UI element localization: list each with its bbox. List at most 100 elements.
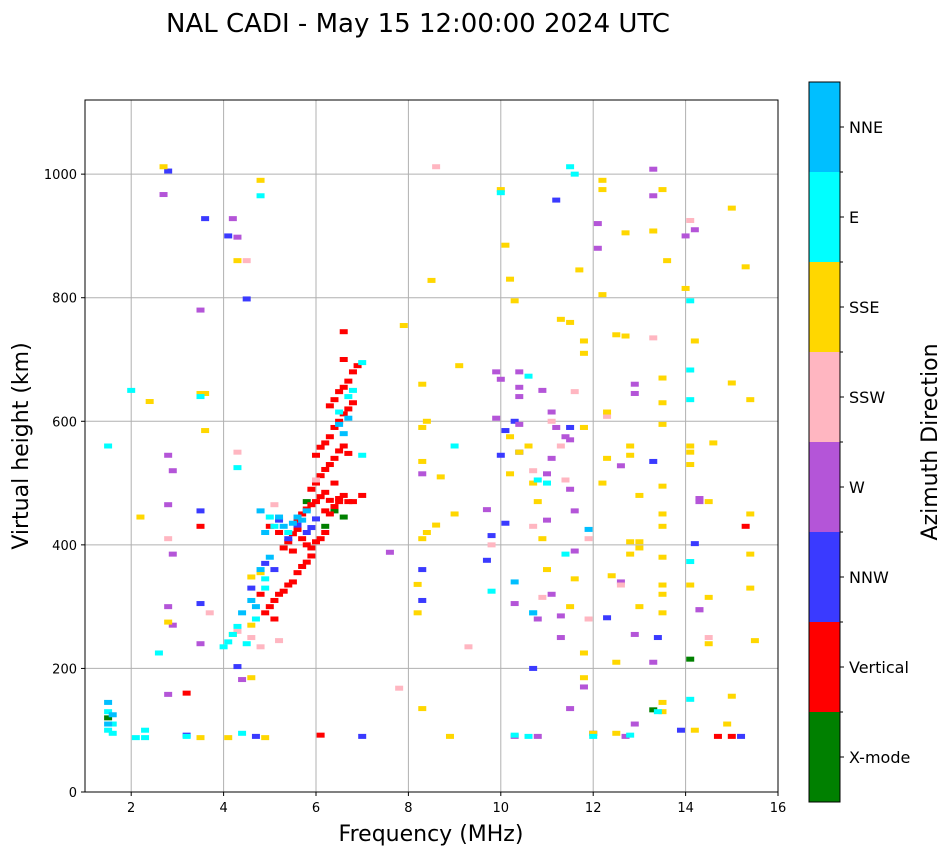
data-point <box>339 431 348 437</box>
colorbar-tick-label: X-mode <box>849 748 910 767</box>
x-tick-label: 16 <box>770 801 787 816</box>
data-point <box>746 511 755 517</box>
data-point <box>418 471 427 477</box>
data-point <box>159 164 168 170</box>
data-point <box>579 684 588 690</box>
data-point <box>168 622 177 628</box>
data-point <box>141 735 150 741</box>
data-point <box>570 576 579 582</box>
data-point <box>616 582 625 588</box>
data-point <box>298 563 307 569</box>
data-point <box>418 536 427 542</box>
data-point <box>713 733 722 739</box>
data-point <box>570 171 579 177</box>
data-point <box>566 604 575 610</box>
data-point <box>746 585 755 591</box>
data-point <box>418 424 427 430</box>
data-point <box>321 508 330 514</box>
data-point <box>321 523 330 529</box>
data-point <box>630 631 639 637</box>
data-point <box>436 474 445 480</box>
data-point <box>593 245 602 251</box>
data-point <box>695 496 704 502</box>
data-point <box>658 483 667 489</box>
data-point <box>330 397 339 403</box>
data-point <box>330 508 339 514</box>
data-point <box>547 409 556 415</box>
data-point <box>663 258 672 264</box>
data-point <box>510 298 519 304</box>
data-point <box>339 443 348 449</box>
data-point <box>335 496 344 502</box>
data-point <box>284 582 293 588</box>
data-point <box>413 581 422 587</box>
data-point <box>270 502 279 508</box>
colorbar-tick-label: SSE <box>849 298 879 317</box>
data-point <box>533 616 542 622</box>
data-point <box>543 567 551 573</box>
data-point <box>265 554 274 560</box>
data-point <box>104 443 113 449</box>
data-point <box>159 192 168 198</box>
data-point <box>607 573 616 579</box>
data-point <box>316 494 325 500</box>
data-point <box>335 421 344 427</box>
data-point <box>164 168 173 174</box>
data-point <box>686 367 695 373</box>
series-nne <box>104 415 593 727</box>
data-point <box>529 610 538 616</box>
data-point <box>104 727 113 733</box>
data-point <box>344 415 353 421</box>
data-point <box>727 693 736 699</box>
data-point <box>658 511 667 517</box>
colorbar-swatch <box>809 712 840 802</box>
data-point <box>330 455 339 461</box>
data-point <box>256 591 265 597</box>
data-point <box>543 480 551 486</box>
data-point <box>201 390 210 396</box>
data-point <box>418 567 427 573</box>
data-point <box>256 570 265 576</box>
data-point <box>533 499 542 505</box>
colorbar-swatch <box>809 352 840 442</box>
data-point <box>616 579 625 585</box>
data-point <box>251 604 260 610</box>
data-point <box>312 452 320 458</box>
data-point <box>293 517 302 523</box>
data-point <box>649 707 658 713</box>
data-point <box>482 507 491 513</box>
data-point <box>270 616 279 622</box>
data-point <box>228 631 237 637</box>
data-point <box>270 567 279 573</box>
data-point <box>750 638 759 644</box>
x-tick-label: 12 <box>585 801 602 816</box>
colorbar-label: Azimuth Direction <box>918 343 943 540</box>
data-point <box>566 706 575 712</box>
data-point <box>686 443 695 449</box>
data-point <box>681 233 690 239</box>
data-point <box>247 574 256 580</box>
data-point <box>196 508 205 514</box>
data-point <box>630 381 639 387</box>
data-point <box>746 397 755 403</box>
data-point <box>704 635 713 641</box>
data-point <box>247 635 256 641</box>
data-point <box>325 403 334 409</box>
data-point <box>335 499 344 505</box>
data-point <box>385 549 394 555</box>
data-point <box>141 727 150 733</box>
data-point <box>538 387 547 393</box>
data-point <box>556 635 565 641</box>
data-point <box>228 216 237 222</box>
data-point <box>737 733 746 739</box>
data-point <box>233 628 242 634</box>
data-point <box>321 466 330 472</box>
series-sse <box>136 164 759 741</box>
data-point <box>238 677 247 683</box>
data-point <box>584 526 593 532</box>
data-point <box>561 551 570 557</box>
data-point <box>348 499 357 505</box>
data-point <box>261 735 270 741</box>
data-point <box>455 363 464 369</box>
data-point <box>242 258 251 264</box>
